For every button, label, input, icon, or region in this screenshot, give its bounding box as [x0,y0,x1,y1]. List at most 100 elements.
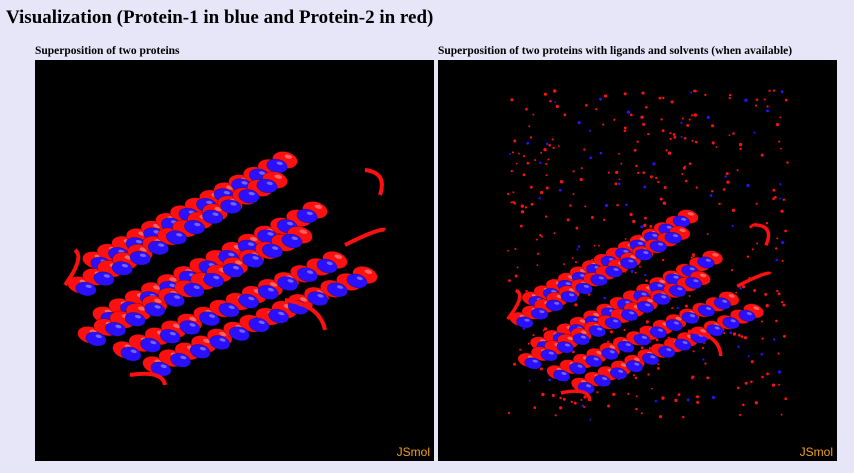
solvent-atom [620,162,623,165]
protein-1-helix [569,362,587,375]
solvent-atom [624,237,627,240]
protein-1-helix-highlight [539,310,545,314]
protein-1-helix [218,302,240,318]
solvent-atom [642,122,646,126]
solvent-atom [772,89,776,92]
solvent-atom [760,153,764,157]
protein-2-helix-highlight [154,298,162,304]
jsmol-logo[interactable]: JSmol [799,445,833,459]
solvent-atom [536,264,539,267]
solvent-atom [584,205,587,208]
protein-1-helix-highlight [160,364,167,369]
solvent-atom [647,373,650,376]
solvent-atom [747,355,750,358]
protein-1-helix-highlight [287,279,294,283]
solvent-atom [696,395,699,399]
solvent-atom [547,158,550,161]
protein-1-helix-highlight [618,369,624,373]
solvent-atom [672,133,676,136]
solvent-atom [613,118,616,121]
protein-1-helix [641,352,660,366]
protein-1-helix-highlight [209,314,216,318]
solvent-atom [750,380,753,383]
protein-1-helix-highlight [228,305,235,310]
protein-1-helix-highlight [247,242,254,246]
protein-1-helix [634,248,653,261]
protein-1-helix-highlight [722,299,728,303]
solvent-atom [635,407,638,411]
solvent-atom [573,401,577,405]
solvent-atom [782,303,786,307]
solvent-atom [683,136,687,140]
solvent-atom [510,169,513,173]
solvent-atom [693,113,698,117]
solvent-atom [739,147,742,151]
solvent-atom [688,295,691,297]
solvent-atom [681,415,685,419]
solvent-atom [728,93,732,97]
solvent-atom [775,319,778,323]
solvent-atom [585,104,588,107]
solvent-atom [554,101,557,104]
protein-1-helix-highlight [609,350,615,354]
protein-1-helix [93,271,115,286]
solvent-atom [640,412,643,415]
solvent-atom [524,206,528,209]
solvent-atom [718,202,721,206]
jsmol-logo[interactable]: JSmol [396,445,430,459]
protein-2-helix-highlight [646,298,654,303]
solvent-atom [545,186,549,190]
solvent-atom [510,98,514,102]
left-molecule-viewer[interactable]: JSmol [35,60,434,461]
solvent-atom [782,198,786,201]
solvent-atom [642,171,646,175]
solvent-atom [662,201,667,205]
protein-1-helix-highlight [248,296,255,301]
protein-2-helix-highlight [314,204,323,209]
solvent-atom [728,96,731,100]
solvent-atom [674,398,678,402]
protein-1-helix-highlight [650,355,656,359]
protein-1-helix [261,243,283,259]
solvent-atom [722,188,726,191]
protein-1-helix-highlight [278,311,285,316]
protein-1-helix [649,326,667,339]
solvent-atom [649,224,653,229]
solvent-atom [657,181,660,184]
right-panel-caption: Superposition of two proteins with ligan… [438,45,793,57]
solvent-atom [661,129,665,133]
solvent-atom [640,346,644,350]
solvent-atom [662,258,665,262]
solvent-atom [695,186,698,189]
protein-1-helix-highlight [276,161,283,165]
protein-1-helix [697,256,715,269]
protein-1-helix [722,316,740,330]
solvent-atom [520,204,524,208]
solvent-atom [737,345,740,348]
solvent-atom [761,337,764,340]
protein-1-helix-highlight [628,259,634,263]
protein-2-helix-highlight [153,285,161,290]
solvent-atom [623,92,627,96]
solvent-atom [753,289,757,292]
protein-1-helix [222,263,244,278]
solvent-atom [590,216,594,219]
protein-2-helix-highlight [138,306,146,311]
solvent-atom [655,176,658,180]
protein-2-helix-highlight [728,294,735,298]
solvent-atom [760,320,763,323]
solvent-atom [760,353,764,356]
solvent-atom [526,161,530,165]
protein-2-loop [63,248,81,287]
protein-2-helix-highlight [169,277,177,282]
protein-2-loop [736,271,772,288]
protein-1-helix [189,344,211,359]
protein-1-helix [665,319,683,332]
right-molecule-viewer[interactable]: JSmol [438,60,837,461]
protein-2-helix-highlight [173,323,181,329]
protein-1-helix [147,240,169,255]
protein-1-helix-highlight [661,295,667,299]
protein-1-helix [179,320,201,335]
solvent-atom [599,97,603,101]
protein-1-helix [530,307,549,320]
